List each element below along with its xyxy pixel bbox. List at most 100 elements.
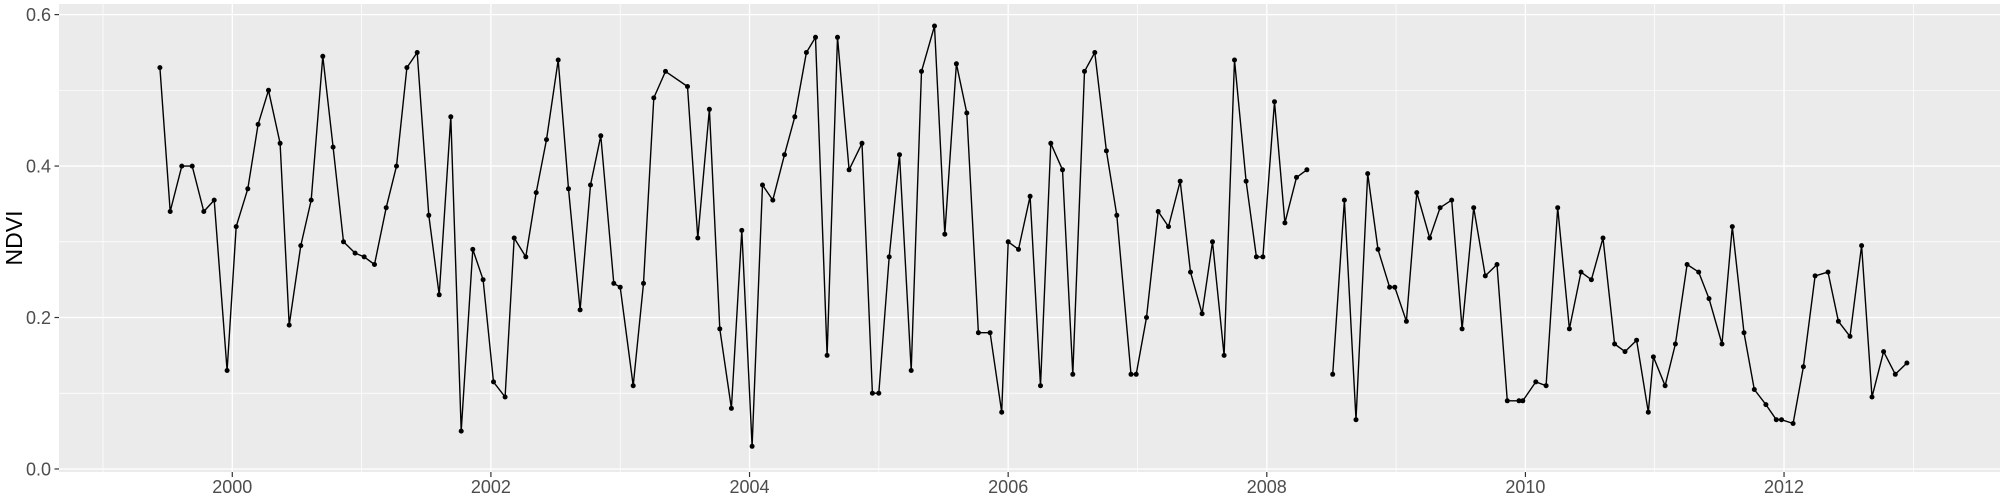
data-point xyxy=(782,152,787,158)
data-point xyxy=(1144,315,1149,320)
data-point xyxy=(1272,99,1277,105)
data-point xyxy=(987,330,993,336)
y-axis-title: NDVI xyxy=(1,211,27,266)
data-point xyxy=(436,292,442,298)
data-point xyxy=(157,65,163,71)
data-point xyxy=(255,121,261,127)
data-point xyxy=(1437,205,1443,211)
data-point xyxy=(1232,57,1237,63)
data-point xyxy=(908,368,914,373)
data-point xyxy=(1128,371,1134,377)
axis-tick-marks xyxy=(54,14,1785,477)
data-point xyxy=(211,197,217,203)
data-point xyxy=(1392,284,1398,290)
y-tick-label: 0.0 xyxy=(26,460,51,480)
data-point xyxy=(1092,50,1098,55)
data-point xyxy=(1696,269,1702,275)
data-point xyxy=(792,114,798,120)
data-point xyxy=(1414,190,1420,196)
data-point xyxy=(266,87,271,93)
data-point xyxy=(695,235,701,241)
data-point xyxy=(1588,277,1594,283)
data-point xyxy=(1459,326,1465,332)
data-point xyxy=(611,280,617,286)
panel-background xyxy=(59,4,2000,472)
data-point xyxy=(577,307,583,313)
data-point xyxy=(617,284,623,290)
data-point xyxy=(1038,383,1043,389)
data-point xyxy=(1543,383,1549,389)
data-point xyxy=(502,394,508,400)
data-point xyxy=(717,326,723,332)
y-tick-label: 0.6 xyxy=(26,5,51,25)
data-point xyxy=(706,106,712,112)
data-point xyxy=(404,65,410,71)
data-point xyxy=(1847,333,1853,339)
data-point xyxy=(414,50,420,55)
data-point xyxy=(1449,197,1455,203)
data-point xyxy=(1387,284,1393,290)
data-point xyxy=(555,57,561,63)
data-point xyxy=(224,368,230,373)
y-tick-label: 0.4 xyxy=(26,157,51,177)
data-point xyxy=(1763,402,1769,408)
data-point xyxy=(1634,337,1640,343)
data-point xyxy=(760,182,765,188)
data-point xyxy=(330,144,336,150)
data-point xyxy=(1800,364,1806,370)
data-point xyxy=(1282,220,1288,226)
data-point xyxy=(189,163,195,169)
data-point xyxy=(233,224,239,230)
x-tick-label: 2010 xyxy=(1505,477,1545,497)
x-tick-label: 2002 xyxy=(471,477,511,497)
data-point xyxy=(1253,254,1259,260)
x-tick-label: 2004 xyxy=(729,477,769,497)
data-point xyxy=(1016,246,1021,252)
data-point xyxy=(869,390,875,396)
data-series-ndvi xyxy=(157,23,1910,449)
data-point xyxy=(1825,269,1831,275)
data-point xyxy=(1199,311,1205,317)
data-point xyxy=(1166,224,1171,230)
data-point xyxy=(1482,273,1488,279)
data-point xyxy=(953,61,959,67)
data-point xyxy=(964,110,970,116)
data-point xyxy=(1533,379,1539,385)
minor-gridlines xyxy=(59,4,2000,472)
data-point xyxy=(179,163,185,169)
data-point xyxy=(1221,352,1227,358)
data-point xyxy=(167,209,173,214)
data-point xyxy=(886,254,892,260)
data-line-segment xyxy=(1331,172,1908,425)
data-point xyxy=(320,53,326,59)
data-point xyxy=(1504,398,1510,404)
data-point xyxy=(1133,371,1139,377)
data-point xyxy=(523,254,529,260)
data-point xyxy=(1188,269,1193,275)
data-point xyxy=(1773,417,1779,423)
data-point xyxy=(1027,193,1033,199)
data-point xyxy=(803,50,809,55)
data-point xyxy=(1070,371,1076,377)
data-point xyxy=(1114,212,1120,218)
data-point xyxy=(286,322,292,328)
data-point xyxy=(1155,209,1161,214)
data-point xyxy=(1427,235,1433,241)
data-point xyxy=(663,68,668,74)
data-point xyxy=(651,95,657,101)
data-point xyxy=(308,197,314,203)
data-point xyxy=(533,190,539,196)
data-point xyxy=(511,235,517,241)
data-point xyxy=(641,280,646,286)
data-point xyxy=(846,167,852,173)
data-point xyxy=(1177,178,1183,184)
data-point xyxy=(813,34,818,40)
data-point xyxy=(394,163,399,169)
data-point xyxy=(1779,417,1784,423)
data-point xyxy=(824,352,830,358)
data-point xyxy=(1645,409,1651,415)
x-tick-label: 2006 xyxy=(988,477,1028,497)
data-point xyxy=(1103,148,1109,154)
data-point xyxy=(1869,394,1875,400)
